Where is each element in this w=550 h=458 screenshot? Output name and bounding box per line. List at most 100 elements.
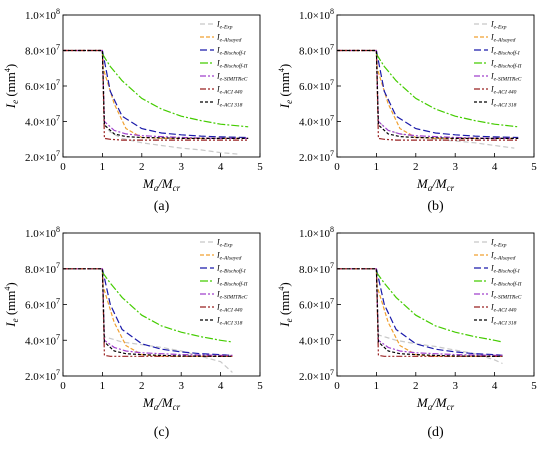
y-tick-exponent: 8 bbox=[56, 225, 60, 234]
legend-name-sub: e-Bischoff-II bbox=[494, 281, 523, 288]
x-tick-label: 2 bbox=[139, 380, 145, 392]
legend-name: I bbox=[490, 98, 494, 107]
legend-name: I bbox=[216, 251, 220, 260]
legend-entry: Ie-Bischoff-I bbox=[490, 264, 521, 275]
panel-label: (b) bbox=[427, 199, 444, 214]
legend-name: I bbox=[216, 72, 220, 81]
legend-name-sub: e-Bischoff-I bbox=[220, 50, 247, 57]
y-tick-exponent: 7 bbox=[56, 368, 60, 377]
x-tick-label: 3 bbox=[178, 380, 184, 392]
x-label-sep: /M bbox=[431, 176, 448, 191]
legend-name-sub: e-Bischoff-I bbox=[494, 268, 521, 275]
legend-name: I bbox=[490, 264, 494, 273]
legend-name: I bbox=[216, 46, 220, 55]
chart-panel: 0 1 2 3 4 52.0×1074.0×1076.0×1078.0×1071.0×10… bbox=[277, 225, 537, 440]
x-axis-label: Ma/Mcr bbox=[416, 176, 455, 193]
legend-entry: Ie-ACI 440 bbox=[490, 85, 517, 96]
x-label-sub: a bbox=[428, 183, 433, 193]
x-label-sep: /M bbox=[157, 395, 174, 410]
y-tick-label: 8.0×107 bbox=[299, 43, 334, 58]
x-tick-label: 0 bbox=[334, 380, 340, 392]
x-tick-label: 4 bbox=[218, 161, 224, 173]
series-line bbox=[337, 268, 503, 357]
y-tick-exponent: 7 bbox=[330, 43, 334, 52]
series-line bbox=[63, 49, 249, 141]
x-label-main: M bbox=[142, 395, 155, 410]
y-tick-label: 6.0×107 bbox=[299, 297, 334, 312]
series-line bbox=[101, 50, 249, 139]
y-tick-exponent: 7 bbox=[56, 297, 60, 306]
legend-entry: Ie-ACI 318 bbox=[216, 98, 243, 109]
y-tick-exponent: 7 bbox=[56, 114, 60, 123]
legend-name-sub: e-ACI 318 bbox=[220, 103, 243, 109]
series-line bbox=[101, 271, 233, 343]
series-line bbox=[375, 268, 503, 356]
x-tick-label: 5 bbox=[531, 380, 537, 392]
legend-name-sub: e-ACI 440 bbox=[220, 307, 243, 314]
y-tick-exponent: 7 bbox=[330, 114, 334, 123]
y-tick-label: 2.0×107 bbox=[25, 149, 60, 164]
legend-entry: Ie-ACI 440 bbox=[490, 303, 517, 314]
x-tick-label: 2 bbox=[413, 161, 419, 173]
series-line bbox=[101, 53, 249, 128]
legend-name: I bbox=[216, 290, 220, 299]
series-line bbox=[337, 49, 519, 141]
legend-entry: Ie-Bischoff-I bbox=[216, 46, 247, 57]
y-label-unit-close: ) bbox=[277, 282, 292, 286]
legend-entry: Ie-Bischoff-II bbox=[216, 277, 249, 288]
legend-name: I bbox=[490, 85, 494, 94]
y-label-unit: (mm bbox=[277, 291, 292, 319]
panel-label: (d) bbox=[427, 425, 444, 440]
y-tick-label: 1.0×108 bbox=[299, 225, 334, 240]
x-tick-label: 0 bbox=[334, 161, 340, 173]
y-tick-label: 6.0×107 bbox=[299, 78, 334, 93]
legend-entry: Ie-ACI 318 bbox=[216, 316, 243, 327]
legend-name: I bbox=[216, 33, 220, 42]
legend-name: I bbox=[490, 72, 494, 81]
y-tick-exponent: 7 bbox=[330, 332, 334, 341]
legend-name-sub: e-SIMITReC bbox=[220, 295, 248, 301]
series-line bbox=[375, 50, 519, 139]
y-tick-mantissa: 4.0×10 bbox=[299, 335, 330, 347]
x-tick-label: 1 bbox=[100, 380, 106, 392]
series-line bbox=[101, 268, 233, 356]
y-tick-label: 1.0×108 bbox=[25, 225, 60, 240]
y-axis-label: Ie (mm4) bbox=[277, 282, 294, 328]
legend-box bbox=[472, 236, 532, 328]
x-tick-label: 1 bbox=[100, 161, 106, 173]
x-tick-label: 3 bbox=[452, 161, 458, 173]
y-tick-label: 8.0×107 bbox=[25, 261, 60, 276]
legend-name-sub: e-Exp bbox=[220, 243, 233, 249]
y-tick-label: 8.0×107 bbox=[25, 43, 60, 58]
y-tick-mantissa: 8.0×10 bbox=[299, 46, 330, 58]
y-tick-label: 1.0×108 bbox=[25, 7, 60, 22]
y-tick-exponent: 7 bbox=[330, 297, 334, 306]
x-tick-label: 2 bbox=[139, 161, 145, 173]
legend-name-sub: e-ACI 440 bbox=[494, 89, 517, 96]
series-line bbox=[63, 268, 233, 356]
legend-name-sub: e-Alsayed bbox=[494, 38, 516, 44]
legend-name: I bbox=[490, 290, 494, 299]
legend-entry: Ie-SIMITReC bbox=[490, 72, 522, 83]
legend-name-sub: e-ACI 440 bbox=[220, 89, 243, 96]
legend-name-sub: e-SIMITReC bbox=[494, 295, 522, 301]
legend-name: I bbox=[490, 277, 494, 286]
y-tick-exponent: 7 bbox=[330, 261, 334, 270]
x-label-sep: /M bbox=[157, 176, 174, 191]
legend-box bbox=[472, 18, 532, 110]
series-line bbox=[63, 268, 233, 357]
legend-entry: Ie-SIMITReC bbox=[216, 290, 248, 301]
x-tick-label: 2 bbox=[413, 380, 419, 392]
legend-name-sub: e-ACI 440 bbox=[494, 307, 517, 314]
y-label-main: I bbox=[3, 322, 18, 328]
legend-name: I bbox=[216, 303, 220, 312]
series-line bbox=[63, 268, 233, 357]
y-label-unit-sup: 4 bbox=[277, 68, 286, 72]
y-tick-mantissa: 1.0×10 bbox=[299, 228, 330, 240]
legend-name-sub: e-SIMITReC bbox=[220, 77, 248, 83]
y-label-main: I bbox=[277, 103, 292, 109]
legend-entry: Ie-ACI 440 bbox=[216, 303, 243, 314]
chart-panel: 0 1 2 3 4 52.0×1074.0×1076.0×1078.0×1071.0×10… bbox=[277, 7, 537, 214]
series-line bbox=[63, 49, 249, 139]
y-tick-exponent: 7 bbox=[56, 261, 60, 270]
